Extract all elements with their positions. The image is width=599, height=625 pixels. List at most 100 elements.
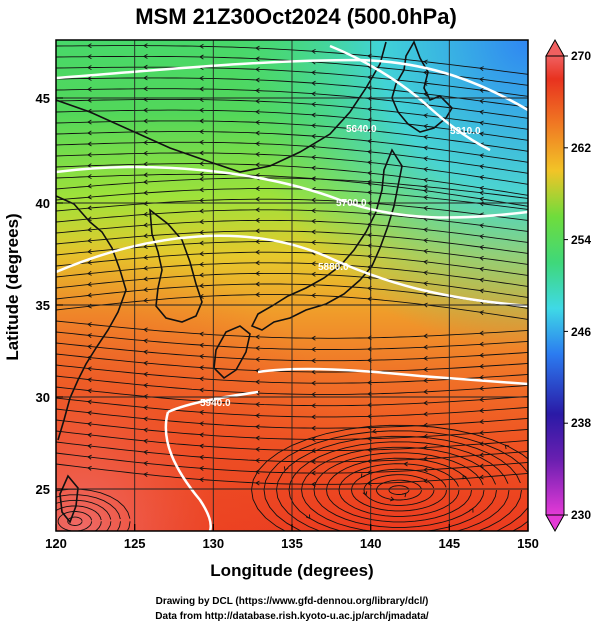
streamline-arrow [479,164,484,169]
streamline-arrow [423,378,428,384]
streamline-arrow [199,454,204,460]
streamline-arrow [479,77,484,82]
streamline-arrow [255,186,260,192]
streamline-arrow [87,377,92,383]
cyclone-streamline [251,424,528,531]
streamline-arrow [199,54,204,60]
streamline-arrow [311,49,316,54]
cyclone-arrow [401,492,407,498]
streamline-arrow [423,478,428,484]
streamline-arrow [255,356,260,362]
streamline-arrow [199,150,204,156]
streamline-arrow [87,194,92,200]
streamline-arrow [199,86,204,92]
streamline-arrow [143,276,148,282]
swirl-streamline [56,505,102,531]
streamline-arrow [479,131,484,137]
cyclone-streamline [338,463,460,517]
streamline-arrow [87,205,92,211]
streamline-arrow [143,438,148,444]
streamline-arrow [87,130,92,136]
streamline-arrow [423,80,428,86]
streamline-arrow [143,150,148,156]
cyclone-streamline [288,441,510,531]
streamline-arrow [311,414,316,420]
streamline-arrow [199,229,204,235]
streamline-arrow [255,249,260,255]
streamline-arrow [479,419,484,425]
streamline-arrow [311,425,316,431]
streamline-arrow [479,234,484,239]
streamline-arrow [199,432,204,438]
streamline-arrow [143,383,148,388]
streamline-arrow [143,179,148,185]
streamline-arrow [199,365,204,371]
streamline-arrow [87,292,92,298]
streamline-arrow [311,481,316,487]
streamline-arrow [423,389,428,395]
streamline-arrow [199,283,204,289]
streamline-arrow [423,281,428,286]
streamline-arrow [311,459,316,465]
streamline-arrow [255,162,260,168]
streamline-arrow [199,240,204,246]
streamline-arrow [87,443,92,449]
streamline-arrow [423,291,428,297]
streamline-arrow [143,75,148,81]
streamline-arrow [143,244,148,250]
streamline-arrow [143,86,148,92]
streamline-arrow [87,65,92,70]
streamline-arrow [255,196,260,202]
streamline-arrow [199,261,204,267]
streamline-arrow [143,416,148,422]
x-axis-ticks [55,524,529,531]
streamline-arrow [87,119,92,125]
coastlines [56,40,454,524]
streamline-arrow [479,397,484,402]
streamline-arrow [479,330,484,336]
map-plot-area: 5940.0 5880.0 5700.0 5640.0 5910.0 [56,40,528,531]
streamline-arrow [479,352,484,358]
japan-kyushu-coast [213,325,251,380]
y-axis-ticks [56,97,63,490]
streamline-arrow [311,112,316,118]
streamline-arrow [423,411,428,417]
streamline-arrow [255,88,260,94]
streamline-arrow [311,197,316,203]
streamline-arrow [479,175,484,180]
streamline-arrow [423,227,428,233]
streamline-arrow [479,223,484,229]
streamline-arrow [255,239,260,245]
streamline-arrow [255,217,260,223]
colorbar-tick-230: 230 [571,508,591,522]
streamline-arrow [255,141,260,147]
colorbar-lower-arrow [545,514,565,533]
streamline-arrow [199,171,204,177]
streamline-arrow [87,54,92,60]
streamline-arrow [255,77,260,83]
streamline-arrow [87,238,92,244]
x-axis-label: Longitude (degrees) [210,561,373,580]
contour-north-1 [56,58,528,112]
colorbar: 270 262 254 246 238 230 [545,38,591,533]
streamline-arrow [311,144,316,150]
x-tick-150: 150 [517,536,539,551]
streamline-arrow [255,435,260,441]
y-tick-25: 25 [36,482,50,497]
streamline-arrow [199,342,204,348]
streamline-arrow [199,43,204,49]
streamline-arrow [87,281,92,287]
streamline-arrow [311,123,316,129]
streamline-arrow [479,201,484,207]
streamline-arrow [199,75,204,81]
streamline-arrow [423,467,428,473]
streamline-arrow [255,45,260,51]
streamline-arrow [255,379,260,385]
streamline-arrow [143,449,148,455]
streamline-arrow [423,259,428,265]
colorbar-tick-262: 262 [571,141,591,155]
contour-north-2 [56,165,528,219]
contour-label-5880: 5880.0 [318,262,349,273]
streamline-arrow [423,59,428,65]
streamline-arrow [87,43,92,49]
